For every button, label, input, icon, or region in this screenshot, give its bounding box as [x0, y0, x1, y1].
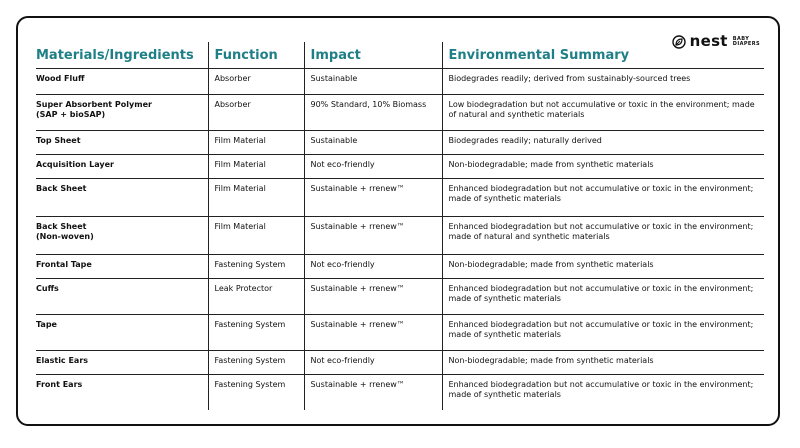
materials-table: Materials/Ingredients Function Impact En… [36, 42, 764, 410]
material-name: Wood Fluff [36, 74, 85, 83]
table-header-row: Materials/Ingredients Function Impact En… [36, 42, 764, 69]
cell-material: Super Absorbent Polymer (SAP + bioSAP) [36, 94, 208, 131]
cell-summary: Enhanced biodegradation but not accumula… [441, 216, 764, 255]
cell-function: Leak Protector [207, 278, 304, 315]
cell-material: Elastic Ears [36, 350, 208, 375]
table-row: Back Sheet (Non-woven) Film Material Sust… [36, 216, 764, 255]
cell-material: Acquisition Layer [36, 154, 208, 179]
cell-impact: Not eco-friendly [303, 350, 442, 375]
cell-summary: Enhanced biodegradation but not accumula… [441, 278, 764, 315]
cell-material: Top Sheet [36, 130, 208, 155]
cell-function: Fastening System [207, 254, 304, 279]
table-row: Wood Fluff Absorber Sustainable Biodegra… [36, 68, 764, 95]
cell-impact: Sustainable + rrenew™ [303, 374, 442, 410]
material-name: Back Sheet [36, 222, 87, 231]
table-row: Acquisition Layer Film Material Not eco-… [36, 154, 764, 179]
materials-card: nest BABY DIAPERS Materials/Ingredients … [16, 16, 780, 426]
cell-material: Frontal Tape [36, 254, 208, 279]
cell-function: Fastening System [207, 350, 304, 375]
table-row: Top Sheet Film Material Sustainable Biod… [36, 130, 764, 155]
cell-impact: Sustainable [303, 130, 442, 155]
material-name: Elastic Ears [36, 356, 89, 365]
cell-function: Film Material [207, 216, 304, 255]
header-materials: Materials/Ingredients [36, 47, 194, 63]
table-row: Super Absorbent Polymer (SAP + bioSAP) Ab… [36, 94, 764, 131]
material-name: Super Absorbent Polymer [36, 100, 152, 109]
cell-impact: Sustainable + rrenew™ [303, 278, 442, 315]
cell-material: Back Sheet [36, 178, 208, 217]
cell-function: Fastening System [207, 314, 304, 351]
cell-impact: Sustainable + rrenew™ [303, 216, 442, 255]
cell-summary: Biodegrades readily; derived from sustai… [441, 68, 764, 95]
cell-function: Film Material [207, 178, 304, 217]
material-name: Acquisition Layer [36, 160, 114, 169]
cell-function: Fastening System [207, 374, 304, 410]
material-name: Front Ears [36, 380, 83, 389]
material-name: Frontal Tape [36, 260, 92, 269]
material-name: Back Sheet [36, 184, 87, 193]
material-name: Cuffs [36, 284, 59, 293]
table-row: Front Ears Fastening System Sustainable … [36, 374, 764, 410]
material-name-detail: (SAP + bioSAP) [36, 110, 106, 119]
material-name: Tape [36, 320, 57, 329]
cell-summary: Enhanced biodegradation but not accumula… [441, 314, 764, 351]
header-function: Function [207, 42, 304, 69]
cell-impact: Not eco-friendly [303, 254, 442, 279]
cell-function: Film Material [207, 130, 304, 155]
header-impact: Impact [303, 42, 442, 69]
cell-summary: Enhanced biodegradation but not accumula… [441, 178, 764, 217]
cell-summary: Non-biodegradable; made from synthetic m… [441, 350, 764, 375]
cell-summary: Biodegrades readily; naturally derived [441, 130, 764, 155]
cell-material: Cuffs [36, 278, 208, 315]
cell-impact: Sustainable [303, 68, 442, 95]
table-row: Frontal Tape Fastening System Not eco-fr… [36, 254, 764, 279]
cell-impact: Sustainable + rrenew™ [303, 178, 442, 217]
material-name: Top Sheet [36, 136, 81, 145]
cell-summary: Non-biodegradable; made from synthetic m… [441, 154, 764, 179]
table-row: Back Sheet Film Material Sustainable + r… [36, 178, 764, 217]
table-row: Elastic Ears Fastening System Not eco-fr… [36, 350, 764, 375]
table-row: Tape Fastening System Sustainable + rren… [36, 314, 764, 351]
cell-summary: Non-biodegradable; made from synthetic m… [441, 254, 764, 279]
table-row: Cuffs Leak Protector Sustainable + rrene… [36, 278, 764, 315]
cell-summary: Low biodegradation but not accumulative … [441, 94, 764, 131]
cell-impact: 90% Standard, 10% Biomass [303, 94, 442, 131]
material-name-detail: (Non-woven) [36, 232, 94, 241]
cell-function: Absorber [207, 94, 304, 131]
cell-material: Back Sheet (Non-woven) [36, 216, 208, 255]
cell-material: Front Ears [36, 374, 208, 410]
cell-function: Film Material [207, 154, 304, 179]
cell-material: Tape [36, 314, 208, 351]
cell-material: Wood Fluff [36, 68, 208, 95]
cell-summary: Enhanced biodegradation but not accumula… [441, 374, 764, 410]
brand-tagline-line1: BABY [732, 35, 750, 42]
cell-function: Absorber [207, 68, 304, 95]
cell-impact: Not eco-friendly [303, 154, 442, 179]
header-environmental-summary: Environmental Summary [441, 42, 764, 69]
cell-impact: Sustainable + rrenew™ [303, 314, 442, 351]
